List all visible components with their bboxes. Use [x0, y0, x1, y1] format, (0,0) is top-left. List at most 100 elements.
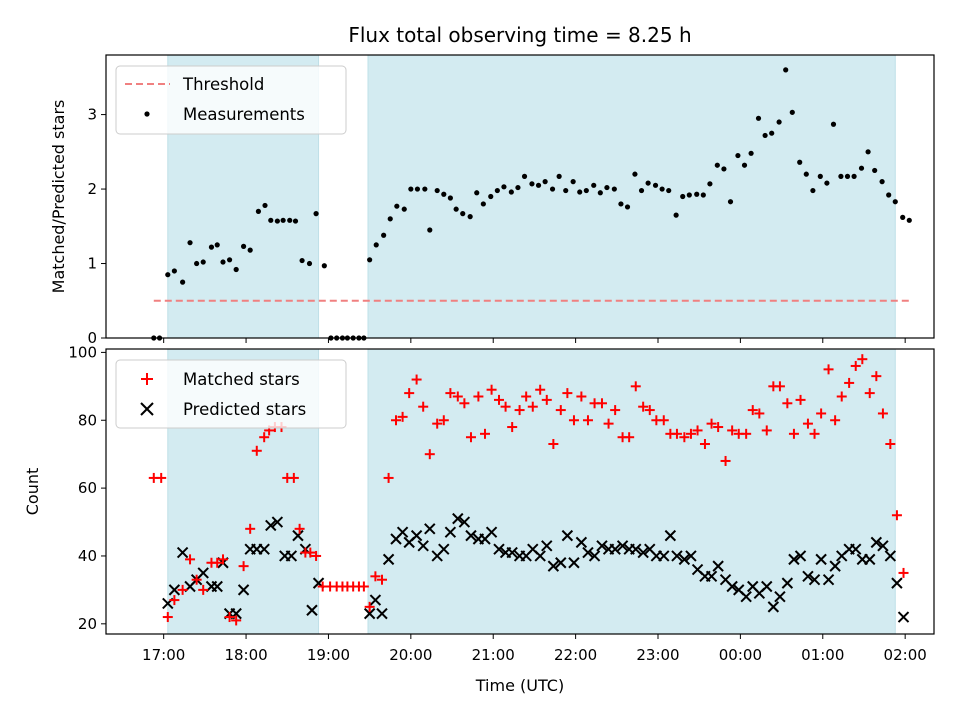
predicted-star-point — [292, 529, 304, 542]
matched-star-point — [816, 408, 827, 419]
matched-star-point — [885, 439, 896, 449]
matched-star-point — [383, 472, 394, 483]
matched-star-point — [500, 401, 511, 412]
measurement-point — [427, 227, 433, 233]
matched-star-point — [871, 371, 882, 382]
observing-window — [367, 54, 896, 339]
matched-star-point — [391, 415, 402, 426]
predicted-star-point — [211, 580, 223, 593]
measurement-point — [447, 195, 453, 201]
x-tick-label: 21:00 — [472, 646, 515, 664]
predicted-star-point — [555, 557, 567, 569]
predicted-star-point — [376, 607, 388, 620]
measurement-point — [521, 173, 528, 179]
predicted-star-point — [237, 584, 250, 596]
matched-star-point — [245, 523, 256, 534]
matched-star-point — [788, 428, 799, 439]
matched-star-point — [747, 405, 758, 416]
measurement-point — [287, 217, 293, 223]
matched-star-point — [493, 394, 504, 405]
measurement-point — [467, 214, 473, 220]
predicted-star-point — [864, 553, 876, 566]
measurement-point — [508, 189, 514, 195]
matched-star-point — [191, 574, 202, 585]
predicted-star-point — [671, 550, 683, 562]
measurement-point — [797, 159, 803, 165]
y-tick-label: 20 — [78, 615, 97, 633]
matched-star-point — [288, 472, 299, 483]
matched-star-point — [857, 354, 868, 365]
predicted-star-point — [424, 523, 436, 535]
matched-star-point — [507, 422, 518, 433]
matched-star-point — [754, 408, 765, 419]
predicted-star-point — [609, 543, 621, 555]
predicted-star-point — [767, 601, 780, 613]
measurement-point — [299, 257, 305, 264]
matched-star-point — [720, 455, 731, 466]
measurement-point — [830, 121, 837, 127]
measurement-point — [171, 268, 177, 274]
predicted-star-point — [176, 546, 189, 559]
measurement-point — [280, 217, 286, 223]
matched-star-point — [844, 377, 855, 388]
measurement-point — [906, 217, 912, 223]
measurement-point — [624, 204, 631, 210]
matched-star-point — [562, 388, 573, 399]
matched-star-point — [658, 415, 669, 426]
matched-star-point — [603, 418, 614, 429]
measurement-point — [632, 171, 638, 177]
measurement-point — [434, 187, 440, 194]
measurement-point — [858, 165, 865, 171]
measurement-point — [741, 162, 748, 168]
y-tick-label: 100 — [68, 343, 97, 361]
predicted-star-point — [616, 540, 629, 552]
measurement-point — [180, 279, 186, 285]
x-tick-label: 23:00 — [636, 646, 679, 664]
matched-star-point — [830, 415, 841, 426]
measurement-point — [789, 109, 795, 115]
observing-window — [367, 348, 896, 635]
measurement-point — [638, 187, 645, 194]
measurement-point — [879, 179, 885, 185]
predicted-star-point — [582, 546, 594, 559]
matched-star-point — [706, 418, 717, 429]
measurement-point — [214, 242, 220, 248]
predicted-star-point — [168, 584, 181, 596]
predicted-star-point — [396, 526, 409, 538]
measurement-point — [460, 211, 466, 217]
measurement-point — [686, 192, 692, 198]
measurement-point — [727, 199, 734, 205]
predicted-star-point — [761, 580, 773, 593]
matched-star-point — [699, 439, 710, 449]
matched-star-point — [418, 401, 429, 412]
predicted-star-point — [884, 550, 897, 562]
measurement-point — [549, 186, 556, 192]
measurement-point — [394, 203, 400, 209]
predicted-star-point — [547, 560, 560, 572]
predicted-star-point — [534, 550, 546, 562]
measurement-points — [151, 67, 912, 341]
top-y-ticks: 0 1 2 3 — [87, 106, 106, 347]
measurement-point — [268, 217, 274, 223]
measurement-point — [208, 244, 215, 250]
matched-star-point — [727, 425, 738, 436]
top-x-ticks — [163, 338, 906, 343]
matched-star-point — [624, 432, 635, 443]
matched-star-point — [358, 581, 369, 592]
predicted-star-point — [815, 553, 827, 566]
measurement-point — [803, 171, 809, 177]
x-tick-label: 01:00 — [801, 646, 844, 664]
predicted-star-point — [588, 550, 601, 562]
matched-star-point — [630, 381, 641, 392]
predicted-star-point — [561, 529, 574, 542]
x-tick-label: 00:00 — [719, 646, 762, 664]
y-tick-label: 40 — [78, 547, 97, 565]
measurement-point — [563, 187, 569, 194]
matched-star-point — [809, 428, 820, 439]
measurement-point — [666, 187, 672, 194]
matched-star-point — [479, 428, 490, 439]
matched-star-point — [823, 364, 834, 375]
measurement-point — [453, 206, 459, 212]
measurement-point — [255, 208, 262, 214]
measurement-point — [748, 150, 754, 156]
